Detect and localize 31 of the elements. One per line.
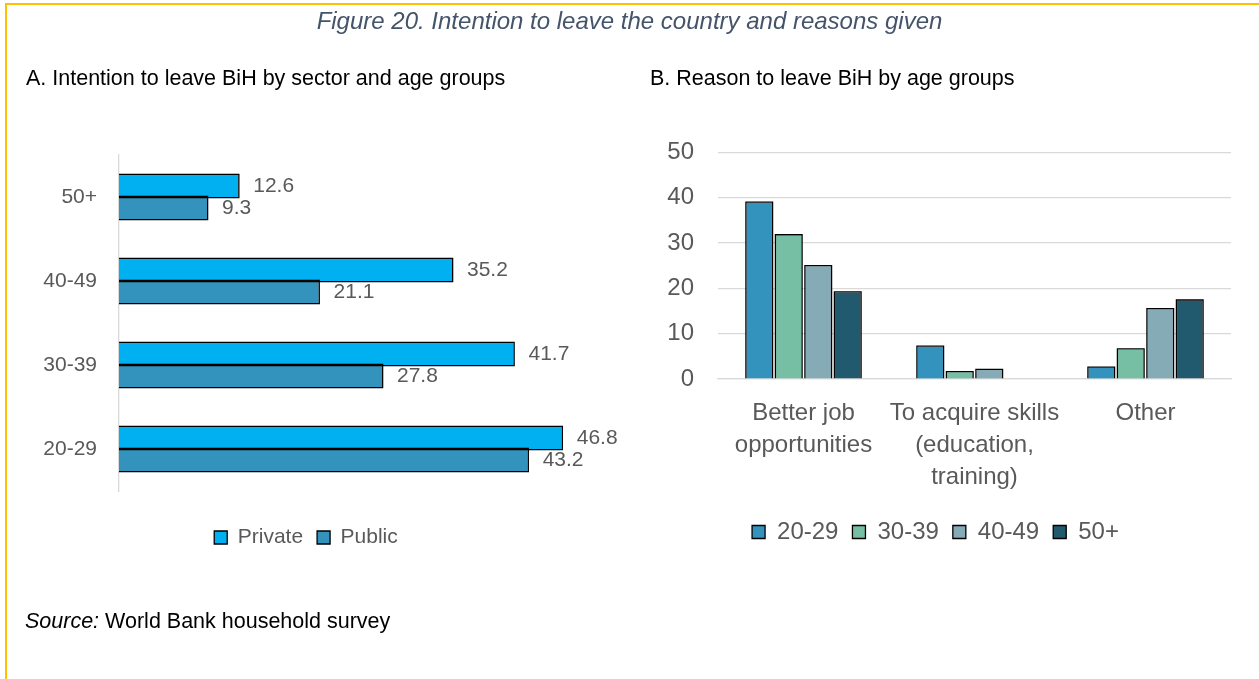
y-tick-label: 50 <box>667 137 694 165</box>
source-note: Source: World Bank household survey <box>25 609 391 633</box>
y-tick-label: 20-29 <box>43 435 97 459</box>
legend-label: Public <box>340 524 398 548</box>
y-tick-label: 30-39 <box>43 351 97 375</box>
x-tick-label: Better job opportunities <box>734 397 873 457</box>
y-tick-label: 10 <box>667 318 694 346</box>
data-label: 46.8 <box>576 424 618 448</box>
y-tick-label: 40 <box>667 182 694 210</box>
legend-label: 20-29 <box>777 516 839 544</box>
legend-label: 30-39 <box>877 516 939 544</box>
x-tick-label: Other <box>1115 397 1176 425</box>
legend-label: 40-49 <box>977 516 1040 544</box>
data-label: 9.3 <box>221 194 252 218</box>
data-label: 12.6 <box>253 172 295 196</box>
chart-title: B. Reason to leave BiH by age groups <box>650 65 1015 91</box>
data-label: 21.1 <box>333 278 375 302</box>
text: Figure 20. Intention to leave the country and reasons given <box>316 7 943 34</box>
y-tick-label: 40-49 <box>43 267 97 291</box>
y-tick-label: 0 <box>680 363 694 391</box>
legend-label: Private <box>237 524 304 548</box>
x-tick-label: To acquire skills (education, training) <box>889 397 1060 489</box>
chart-title: A. Intention to leave BiH by sector and age groups <box>26 65 506 91</box>
data-label: 27.8 <box>396 362 438 386</box>
y-tick-label: 20 <box>667 273 694 301</box>
data-label: 41.7 <box>528 340 570 364</box>
data-label: 35.2 <box>466 256 508 280</box>
y-tick-label: 30 <box>667 227 694 255</box>
y-tick-label: 50+ <box>61 183 97 207</box>
data-label: 43.2 <box>542 446 584 470</box>
legend-label: 50+ <box>1078 516 1119 544</box>
